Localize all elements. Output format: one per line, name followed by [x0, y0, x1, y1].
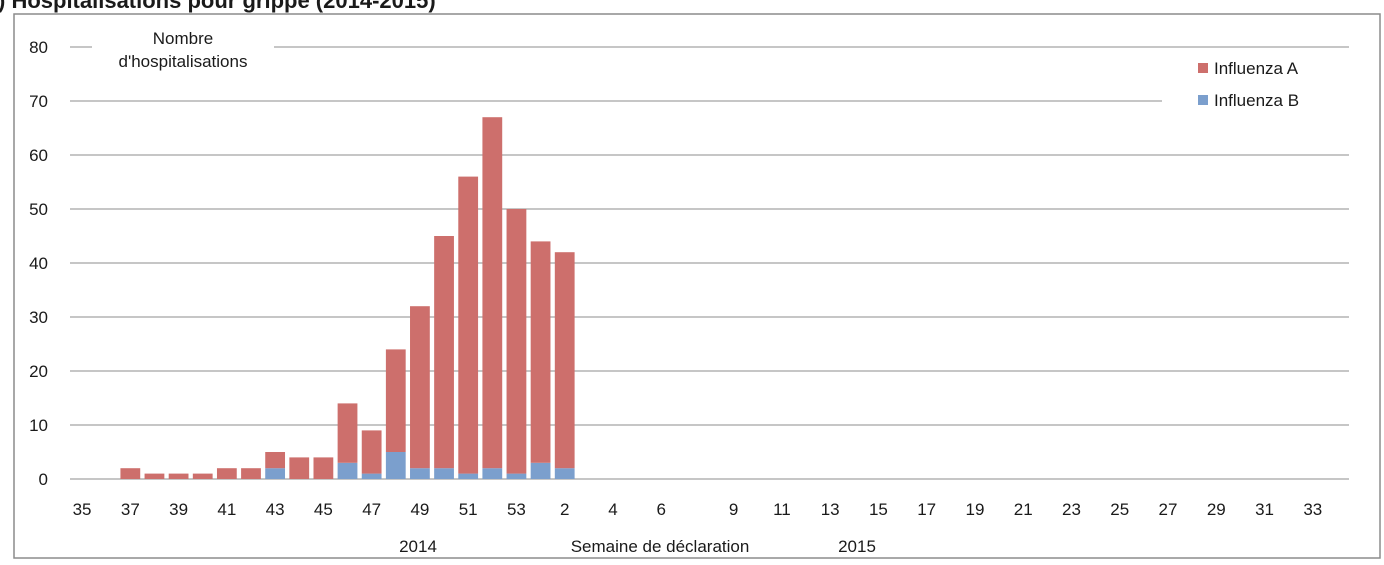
year-label-2014: 2014 [399, 537, 437, 556]
x-tick-label: 13 [821, 500, 840, 519]
y-tick-label: 20 [29, 362, 48, 381]
x-tick-label: 9 [729, 500, 738, 519]
bar-influenza-b [506, 473, 527, 479]
bar-influenza-a [482, 117, 503, 469]
bar-influenza-a [265, 452, 286, 469]
x-tick-label: 6 [657, 500, 666, 519]
x-tick-label: 49 [410, 500, 429, 519]
bar-influenza-b [265, 468, 286, 479]
bar-influenza-a [241, 468, 261, 479]
y-tick-label: 0 [39, 470, 48, 489]
x-tick-label: 25 [1110, 500, 1129, 519]
y-tick-labels: 0 10 20 30 40 50 60 70 80 [29, 38, 48, 489]
x-tick-label: 19 [965, 500, 984, 519]
bar-influenza-a [410, 306, 430, 469]
x-tick-label: 37 [121, 500, 140, 519]
bar-influenza-b [410, 468, 430, 479]
x-tick-label: 33 [1303, 500, 1322, 519]
bar-influenza-a [530, 241, 551, 463]
ylabel-line-1: Nombre [153, 29, 213, 48]
bar-influenza-b [361, 473, 382, 479]
y-tick-label: 60 [29, 146, 48, 165]
x-tick-label: 43 [266, 500, 285, 519]
ylabel-line-2: d'hospitalisations [119, 52, 248, 71]
bar-influenza-b [337, 462, 358, 479]
x-tick-label: 35 [73, 500, 92, 519]
x-axis-label: Semaine de déclaration [571, 537, 750, 556]
bar-influenza-a [192, 473, 213, 479]
bar-influenza-a [313, 457, 334, 479]
bar-influenza-b [434, 468, 454, 479]
legend-label-influenza-b: Influenza B [1214, 91, 1299, 110]
y-tick-label: 40 [29, 254, 48, 273]
x-tick-label: 41 [217, 500, 236, 519]
x-tick-label: 4 [608, 500, 617, 519]
x-tick-label: 53 [507, 500, 526, 519]
chart-frame [13, 13, 1381, 559]
legend: Influenza A Influenza B [1162, 52, 1352, 118]
bar-influenza-a [554, 252, 575, 469]
ylabel-box [92, 26, 274, 92]
bar-influenza-b [482, 468, 503, 479]
x-tick-label: 23 [1062, 500, 1081, 519]
bar-influenza-a [168, 473, 189, 479]
legend-swatch-influenza-a [1198, 63, 1208, 73]
bar-influenza-a [385, 349, 406, 452]
legend-box [1162, 52, 1352, 118]
y-tick-label: 70 [29, 92, 48, 111]
x-tick-label: 17 [917, 500, 936, 519]
y-tick-label: 50 [29, 200, 48, 219]
y-tick-label: 30 [29, 308, 48, 327]
bar-influenza-b [385, 452, 406, 479]
bar-influenza-a [289, 457, 310, 479]
bar-influenza-a [216, 468, 237, 479]
bar-influenza-b [458, 473, 479, 479]
bar-influenza-a [506, 209, 527, 474]
x-tick-label: 45 [314, 500, 333, 519]
x-tick-label: 27 [1159, 500, 1178, 519]
x-tick-label: 2 [560, 500, 569, 519]
legend-swatch-influenza-b [1198, 95, 1208, 105]
legend-label-influenza-a: Influenza A [1214, 59, 1299, 78]
x-tick-label: 47 [362, 500, 381, 519]
x-tick-label: 21 [1014, 500, 1033, 519]
y-tick-label: 10 [29, 416, 48, 435]
bar-influenza-a [337, 403, 358, 463]
x-tick-label: 29 [1207, 500, 1226, 519]
x-tick-label: 39 [169, 500, 188, 519]
bar-influenza-b [530, 462, 551, 479]
x-tick-label: 31 [1255, 500, 1274, 519]
x-tick-label: 51 [459, 500, 478, 519]
x-tick-labels: 35 37 39 41 43 45 47 49 51 53 2 4 6 9 11 13 15 17 19 21 23 25… [73, 500, 1323, 519]
bars [120, 117, 575, 479]
bar-influenza-b [554, 468, 575, 479]
bar-influenza-a [144, 473, 165, 479]
bar-influenza-a [434, 236, 454, 469]
bar-influenza-a [361, 430, 382, 474]
year-label-2015: 2015 [838, 537, 876, 556]
x-tick-label: 15 [869, 500, 888, 519]
chart-title: ) Hospitalisations pour grippe (2014-201… [0, 0, 436, 13]
x-tick-label: 11 [773, 500, 791, 519]
y-tick-label: 80 [29, 38, 48, 57]
bar-influenza-a [458, 176, 479, 474]
bar-influenza-a [120, 468, 141, 479]
